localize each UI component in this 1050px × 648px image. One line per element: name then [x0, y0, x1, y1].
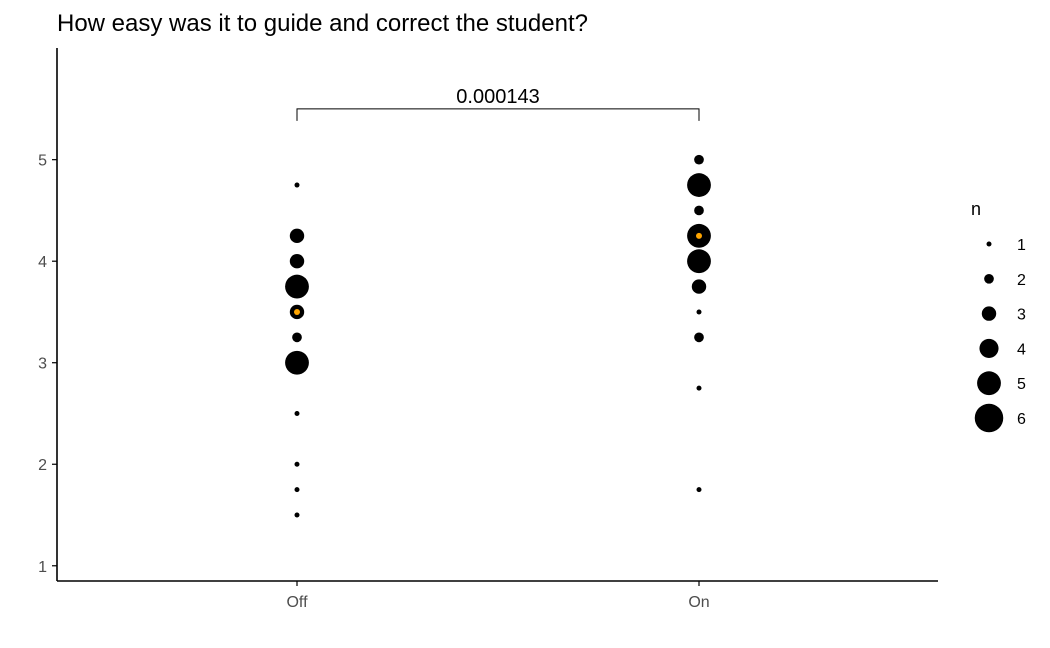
data-point: [694, 154, 704, 165]
data-point: [292, 332, 302, 343]
center-markers: [294, 232, 702, 315]
legend-label-2: 2: [1017, 272, 1026, 289]
x-tick-label-off: Off: [286, 594, 308, 611]
y-tick-label-4: 4: [38, 254, 47, 271]
legend-label-3: 3: [1017, 307, 1026, 324]
data-point: [694, 332, 704, 343]
y-tick-label-2: 2: [38, 457, 47, 474]
data-point: [696, 309, 702, 315]
data-point: [285, 274, 309, 299]
y-tick-label-5: 5: [38, 153, 47, 170]
data-point: [696, 385, 702, 391]
data-point: [294, 487, 300, 493]
legend-key-4: [979, 338, 999, 358]
center-marker: [294, 308, 300, 315]
legend-label-4: 4: [1017, 341, 1026, 358]
data-point: [687, 173, 711, 197]
y-tick-label-1: 1: [38, 559, 47, 576]
data-point: [289, 228, 305, 244]
data-point: [285, 350, 309, 375]
data-points: [285, 154, 711, 518]
data-point: [691, 279, 707, 294]
data-point: [294, 461, 300, 467]
x-tick-label-on: On: [688, 594, 709, 611]
data-point: [696, 487, 702, 493]
data-point: [687, 249, 711, 274]
legend-title: n: [971, 199, 981, 219]
legend-label-1: 1: [1017, 237, 1026, 254]
size-legend: n 1 2 3 4 5 6: [971, 199, 1026, 433]
legend-key-3: [981, 306, 997, 321]
data-point: [294, 182, 300, 188]
comparison-bracket: 0.000143: [296, 86, 700, 121]
legend-key-2: [984, 273, 994, 284]
legend-label-6: 6: [1017, 411, 1026, 428]
y-tick-label-3: 3: [38, 356, 47, 373]
data-point: [294, 410, 300, 416]
legend-key-5: [977, 371, 1001, 396]
legend-key-1: [986, 241, 992, 247]
chart-title: How easy was it to guide and correct the…: [57, 10, 588, 37]
data-point: [694, 205, 704, 216]
p-value-label: 0.000143: [456, 86, 539, 108]
legend-label-5: 5: [1017, 376, 1026, 393]
legend-key-6: [974, 403, 1004, 433]
data-point: [294, 512, 300, 518]
center-marker: [696, 232, 702, 239]
data-point: [289, 254, 305, 269]
bracket-line: [296, 108, 700, 121]
axes: 1 2 3 4 5 Off On: [38, 48, 938, 611]
